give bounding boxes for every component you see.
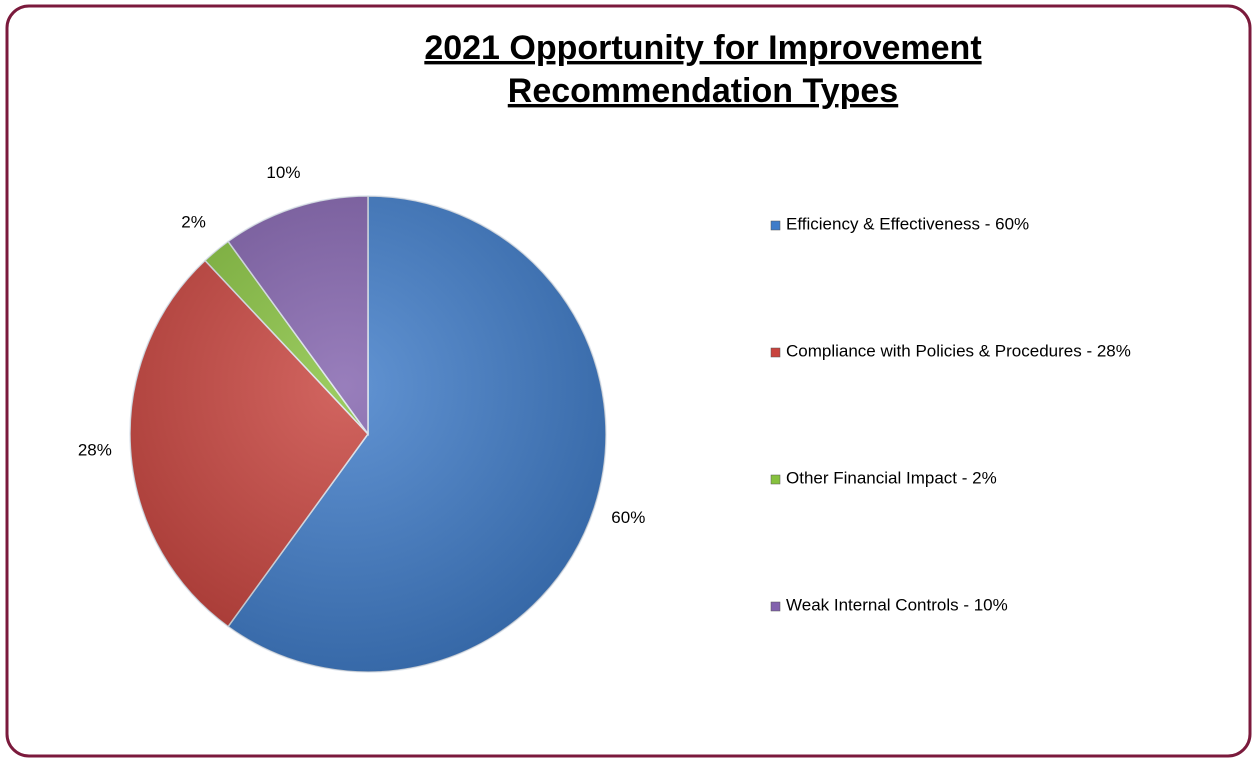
legend-marker [770, 220, 781, 231]
legend-label: Compliance with Policies & Procedures - … [786, 341, 1131, 360]
legend-label: Weak Internal Controls - 10% [786, 595, 1008, 614]
chart-title: 2021 Opportunity for Improvement [424, 29, 981, 67]
data-label: 28% [78, 441, 112, 460]
data-label: 10% [266, 163, 300, 182]
data-label: 2% [181, 213, 206, 232]
chart-title: Recommendation Types [508, 72, 898, 110]
legend-marker [770, 347, 781, 358]
legend-label: Other Financial Impact - 2% [786, 468, 997, 487]
data-label: 60% [611, 508, 645, 527]
legend-marker [770, 474, 781, 485]
legend-label: Efficiency & Effectiveness - 60% [786, 214, 1029, 233]
legend-marker [770, 601, 781, 612]
